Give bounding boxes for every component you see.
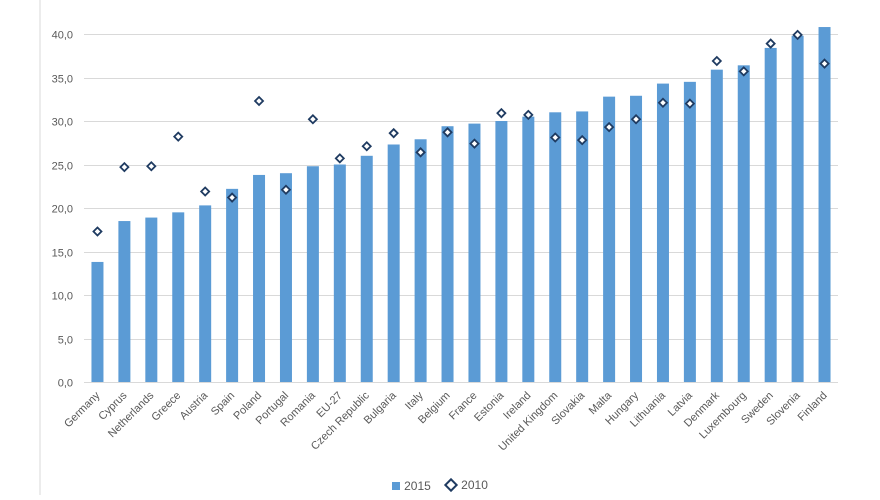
legend: 2015 2010 [0,477,880,493]
bar-2015 [522,116,535,383]
marker-2010 [819,58,830,69]
x-tick-label: Estonia [472,389,507,424]
bar-2015 [630,95,643,383]
legend-label-2010: 2010 [461,478,488,492]
bar-2015 [226,188,239,382]
bar-2015 [710,69,723,383]
x-tick-label: Greece [149,390,183,424]
marker-2010 [442,127,453,138]
marker-2010 [711,55,723,67]
marker-2010 [146,160,157,172]
x-tick-label: Austria [178,389,211,422]
y-tick-label: 10,0 [52,291,73,303]
bar-2015 [279,173,292,382]
marker-2010 [388,127,399,139]
marker-2010 [172,131,184,142]
y-tick-label: 35,0 [52,74,73,86]
bar-2015 [360,155,373,382]
bar-2015 [764,47,777,383]
legend-item-2015: 2015 [392,479,431,493]
marker-2010 [415,147,426,158]
y-tick-label: 30,0 [52,117,73,129]
legend-label-2015: 2015 [404,479,431,493]
marker-2010 [523,109,534,121]
marker-2010 [469,138,480,149]
y-tick-label: 40,0 [52,30,73,42]
bar-2015 [441,126,454,382]
bar-2015 [414,139,427,382]
bar-2015 [549,112,562,383]
x-tick-label: Italy [403,389,426,412]
bar-2015 [306,166,319,382]
marker-2010 [792,29,803,41]
marker-2010 [657,97,669,109]
bar-2015 [683,81,696,382]
marker-2010 [226,192,238,203]
bar-2015 [818,27,831,382]
marker-2010 [119,161,130,173]
bar-2015 [387,144,400,382]
x-tick-label: Finland [796,390,830,424]
bar-2015 [253,174,266,382]
bar-2015 [656,83,669,382]
bar-2015 [145,217,158,382]
marker-2010 [253,95,265,107]
legend-item-2010: 2010 [444,477,488,493]
bar-2015 [791,35,804,383]
y-tick-label: 25,0 [52,161,73,173]
marker-2010 [334,153,346,164]
y-tick-label: 0,0 [58,378,73,390]
marker-2010 [765,38,776,49]
bar-2015 [91,261,104,382]
bar-2015 [495,121,508,382]
bar-2015 [333,164,346,382]
marker-2010 [496,107,507,119]
y-tick-label: 15,0 [52,248,73,260]
marker-2010 [361,140,373,152]
marker-2010 [92,226,103,237]
bar-2015 [468,123,481,383]
marker-2010 [307,113,319,125]
bar-2015 [737,65,750,382]
legend-diamond-swatch [444,477,459,493]
bar-2015 [603,96,616,382]
marker-2010 [684,98,696,109]
bar-2015 [118,221,131,382]
marker-2010 [549,132,561,143]
y-tick-label: 5,0 [58,335,73,347]
marker-2010 [576,134,588,146]
x-tick-label: Germany [62,389,103,430]
marker-2010 [199,186,211,197]
marker-2010 [738,66,750,77]
bar-2015 [199,205,212,382]
bar-2015 [576,111,589,383]
legend-bar-swatch [392,482,401,490]
y-tick-label: 20,0 [52,204,73,216]
marker-2010 [280,184,292,196]
bar-2015 [172,212,185,382]
marker-2010 [603,121,615,133]
marker-2010 [630,113,642,125]
